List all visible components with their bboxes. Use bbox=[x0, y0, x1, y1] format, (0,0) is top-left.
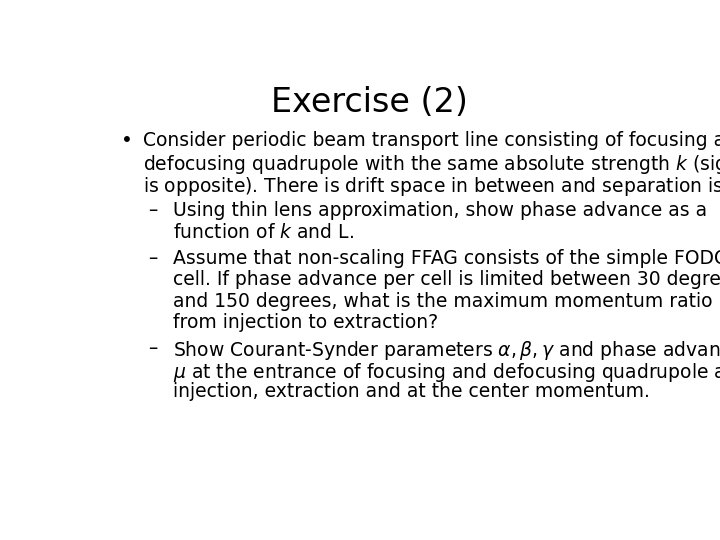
Text: defocusing quadrupole with the same absolute strength $k$ (sign: defocusing quadrupole with the same abso… bbox=[143, 153, 720, 176]
Text: –: – bbox=[148, 201, 158, 220]
Text: Using thin lens approximation, show phase advance as a: Using thin lens approximation, show phas… bbox=[173, 201, 707, 220]
Text: function of $k$ and L.: function of $k$ and L. bbox=[173, 223, 354, 242]
Text: from injection to extraction?: from injection to extraction? bbox=[173, 313, 438, 333]
Text: Exercise (2): Exercise (2) bbox=[271, 85, 467, 119]
Text: Assume that non-scaling FFAG consists of the simple FODO: Assume that non-scaling FFAG consists of… bbox=[173, 248, 720, 268]
Text: injection, extraction and at the center momentum.: injection, extraction and at the center … bbox=[173, 382, 649, 401]
Text: Consider periodic beam transport line consisting of focusing and: Consider periodic beam transport line co… bbox=[143, 131, 720, 150]
Text: and 150 degrees, what is the maximum momentum ratio: and 150 degrees, what is the maximum mom… bbox=[173, 292, 712, 311]
Text: cell. If phase advance per cell is limited between 30 degrees: cell. If phase advance per cell is limit… bbox=[173, 270, 720, 289]
Text: Show Courant-Synder parameters $\alpha, \beta, \gamma$ and phase advance: Show Courant-Synder parameters $\alpha, … bbox=[173, 339, 720, 362]
Text: •: • bbox=[121, 131, 132, 150]
Text: –: – bbox=[148, 339, 158, 358]
Text: is opposite). There is drift space in between and separation is $L$.: is opposite). There is drift space in be… bbox=[143, 174, 720, 198]
Text: $\mu$ at the entrance of focusing and defocusing quadrupole at: $\mu$ at the entrance of focusing and de… bbox=[173, 361, 720, 384]
Text: –: – bbox=[148, 248, 158, 268]
